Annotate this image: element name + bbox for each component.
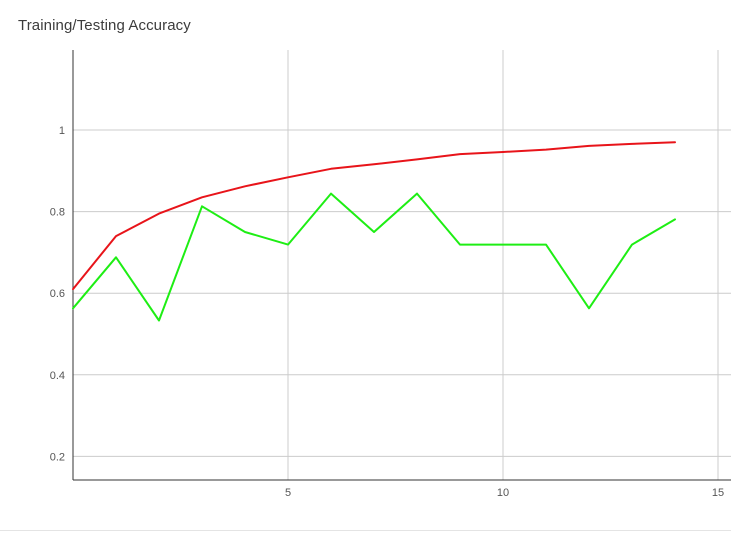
y-tick-label: 0.8 bbox=[50, 207, 65, 219]
y-tick-label: 0.2 bbox=[50, 451, 65, 463]
y-tick-label: 0.4 bbox=[50, 370, 65, 382]
y-tick-label: 1 bbox=[59, 125, 65, 137]
y-tick-label: 0.6 bbox=[50, 288, 65, 300]
x-tick-label: 5 bbox=[285, 487, 291, 499]
x-tick-label: 10 bbox=[497, 487, 509, 499]
series-line-1 bbox=[72, 141, 676, 291]
series-line-2 bbox=[72, 192, 676, 322]
x-tick-label: 15 bbox=[712, 487, 724, 499]
chart-title: Training/Testing Accuracy bbox=[18, 17, 191, 34]
